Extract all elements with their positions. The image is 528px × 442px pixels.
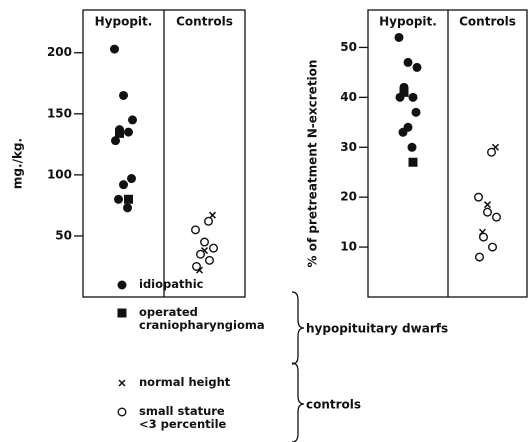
- open-dot: [203, 216, 213, 226]
- open-dot: [488, 242, 498, 252]
- brace: [291, 291, 305, 365]
- dot: [398, 127, 408, 137]
- y-tick-label: 30: [340, 140, 357, 154]
- open-dot: [492, 212, 502, 222]
- open-dot: [208, 243, 218, 253]
- legend-label: normal height: [139, 375, 231, 389]
- y-tick-label: 200: [47, 45, 72, 59]
- y-axis-label: mg./kg.: [11, 138, 25, 189]
- cross: [483, 201, 492, 209]
- column-header: Controls: [459, 15, 516, 29]
- y-tick-label: 20: [340, 190, 357, 204]
- dot: [124, 127, 133, 137]
- dot: [411, 107, 421, 117]
- dot: [128, 115, 137, 125]
- y-tick-label: 50: [340, 40, 357, 54]
- square: [124, 194, 133, 204]
- dot: [408, 92, 418, 102]
- legend-marker: [117, 280, 127, 290]
- dot: [111, 136, 120, 146]
- open-dot: [190, 225, 200, 235]
- legend-label: small stature <3 percentile: [139, 404, 227, 431]
- open-dot: [483, 207, 493, 217]
- legend-marker: [117, 308, 127, 318]
- open-dot: [474, 192, 484, 202]
- dot: [114, 194, 123, 204]
- y-tick-label: 50: [55, 228, 72, 242]
- legend-label: operated craniopharyngioma: [139, 305, 265, 332]
- dot: [119, 180, 128, 190]
- dot: [119, 90, 128, 100]
- dot: [412, 62, 422, 72]
- legend-group-label: controls: [306, 398, 361, 412]
- y-tick-label: 100: [47, 167, 72, 181]
- dot: [110, 44, 119, 54]
- open-dot: [195, 249, 205, 259]
- legend-marker: [117, 407, 127, 417]
- square: [408, 157, 418, 167]
- dot: [394, 32, 404, 42]
- legend-marker: [118, 379, 126, 387]
- y-tick-label: 150: [47, 106, 72, 120]
- open-dot: [479, 232, 489, 242]
- legend-group-label: hypopituitary dwarfs: [306, 322, 448, 336]
- brace: [291, 362, 305, 442]
- y-tick-label: 40: [340, 90, 357, 104]
- open-dot: [204, 255, 214, 265]
- square: [115, 128, 124, 138]
- legend-label: idiopathic: [139, 277, 204, 291]
- open-dot: [475, 252, 485, 262]
- open-dot: [199, 237, 209, 247]
- cross: [208, 211, 217, 219]
- open-dot: [191, 261, 201, 271]
- open-dot: [487, 147, 497, 157]
- y-tick-label: 10: [340, 240, 357, 254]
- dot: [123, 203, 132, 213]
- dot: [403, 57, 413, 67]
- square: [399, 87, 409, 97]
- column-header: Hypopit.: [95, 15, 153, 29]
- dot: [127, 174, 136, 184]
- column-header: Controls: [176, 15, 233, 29]
- dot: [407, 142, 417, 152]
- column-header: Hypopit.: [379, 15, 437, 29]
- y-axis-label: % of pretreatment N-excretion: [306, 60, 320, 268]
